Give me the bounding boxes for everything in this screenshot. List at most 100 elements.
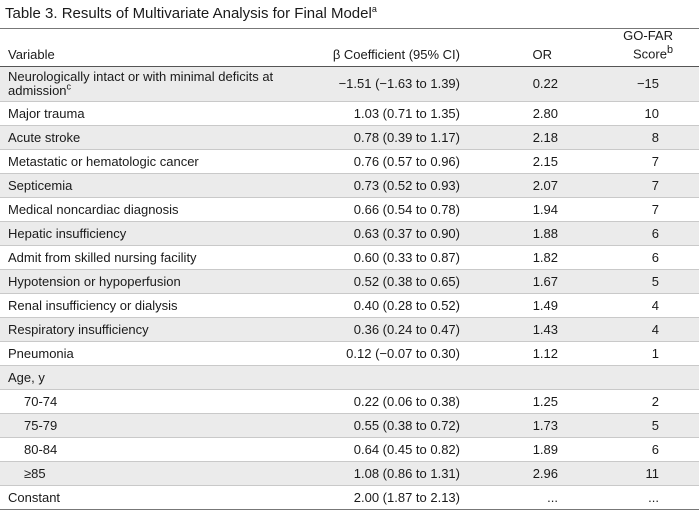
variable-label: Renal insufficiency or dialysis	[8, 297, 178, 313]
variable-label: 80-84	[24, 441, 58, 457]
variable-cell: 70-74	[0, 389, 320, 414]
table-row: Major trauma 1.03 (0.71 to 1.35) 2.80 10	[0, 101, 699, 126]
odds-ratio-cell: 1.49	[494, 293, 590, 318]
table-row: Acute stroke 0.78 (0.39 to 1.17) 2.18 8	[0, 125, 699, 150]
variable-cell: ≥85	[0, 461, 320, 486]
beta-coefficient-cell: 0.12 (−0.07 to 0.30)	[320, 341, 494, 366]
table-row: Medical noncardiac diagnosis 0.66 (0.54 t…	[0, 197, 699, 222]
header-score-line1: GO-FAR	[623, 28, 673, 44]
variable-cell: Respiratory insufficiency	[0, 317, 320, 342]
beta-coefficient-cell: 0.76 (0.57 to 0.96)	[320, 149, 494, 174]
beta-coefficient-cell: 0.52 (0.38 to 0.65)	[320, 269, 494, 294]
variable-label: Major trauma	[8, 105, 85, 121]
score-cell: 5	[590, 269, 699, 294]
beta-coefficient-cell: 0.73 (0.52 to 0.93)	[320, 173, 494, 198]
odds-ratio-cell: 1.88	[494, 221, 590, 246]
variable-label: 75-79	[24, 417, 58, 433]
score-cell: 6	[590, 245, 699, 270]
variable-label: Hepatic insufficiency	[8, 225, 127, 241]
variable-label: ≥85	[24, 465, 46, 481]
score-cell: 10	[590, 101, 699, 126]
beta-coefficient-cell: 1.08 (0.86 to 1.31)	[320, 461, 494, 486]
score-cell	[590, 365, 699, 390]
beta-coefficient-cell: 0.36 (0.24 to 0.47)	[320, 317, 494, 342]
beta-coefficient-cell: 2.00 (1.87 to 2.13)	[320, 485, 494, 510]
table-title-text: Table 3. Results of Multivariate Analysi…	[5, 5, 372, 22]
table-row: ≥85 1.08 (0.86 to 1.31) 2.96 11	[0, 461, 699, 486]
results-table: Variable β Coefficient (95% CI) OR GO-FA…	[0, 29, 699, 510]
table-row: 75-79 0.55 (0.38 to 0.72) 1.73 5	[0, 413, 699, 438]
beta-coefficient-cell: 0.22 (0.06 to 0.38)	[320, 389, 494, 414]
beta-coefficient-cell: 0.40 (0.28 to 0.52)	[320, 293, 494, 318]
odds-ratio-cell: 2.18	[494, 125, 590, 150]
variable-label: Admit from skilled nursing facility	[8, 249, 197, 265]
variable-label: Constant	[8, 489, 61, 505]
variable-label: 70-74	[24, 393, 58, 409]
score-cell: 1	[590, 341, 699, 366]
table-row: Admit from skilled nursing facility 0.60 …	[0, 245, 699, 270]
beta-coefficient-cell: −1.51 (−1.63 to 1.39)	[320, 66, 494, 102]
odds-ratio-cell: 1.89	[494, 437, 590, 462]
variable-cell: 80-84	[0, 437, 320, 462]
score-cell: 8	[590, 125, 699, 150]
odds-ratio-cell: 1.94	[494, 197, 590, 222]
variable-cell: Constant	[0, 485, 320, 510]
score-cell: 6	[590, 437, 699, 462]
beta-coefficient-cell: 0.66 (0.54 to 0.78)	[320, 197, 494, 222]
odds-ratio-cell: 1.82	[494, 245, 590, 270]
table-body: Neurologically intact or with minimal de…	[0, 66, 699, 510]
variable-cell: Neurologically intact or with minimal de…	[0, 66, 320, 102]
table-row: Septicemia 0.73 (0.52 to 0.93) 2.07 7	[0, 173, 699, 198]
odds-ratio-cell: 2.07	[494, 173, 590, 198]
table-row: Renal insufficiency or dialysis 0.40 (0.2…	[0, 293, 699, 318]
variable-label: Acute stroke	[8, 129, 81, 145]
odds-ratio-cell: 0.22	[494, 66, 590, 102]
header-row: Variable β Coefficient (95% CI) OR GO-FA…	[0, 28, 699, 67]
variable-cell: Acute stroke	[0, 125, 320, 150]
header-go-far-score: GO-FAR Scoreb	[590, 28, 699, 67]
table-row: 70-74 0.22 (0.06 to 0.38) 1.25 2	[0, 389, 699, 414]
odds-ratio-cell: ...	[494, 485, 590, 510]
variable-label: Age, y	[8, 369, 45, 385]
variable-cell: Renal insufficiency or dialysis	[0, 293, 320, 318]
variable-label: Medical noncardiac diagnosis	[8, 201, 179, 217]
beta-coefficient-cell: 0.64 (0.45 to 0.82)	[320, 437, 494, 462]
variable-cell: Hypotension or hypoperfusion	[0, 269, 320, 294]
odds-ratio-cell: 2.80	[494, 101, 590, 126]
odds-ratio-cell: 1.43	[494, 317, 590, 342]
variable-cell: Admit from skilled nursing facility	[0, 245, 320, 270]
score-cell: 5	[590, 413, 699, 438]
variable-cell: Age, y	[0, 365, 320, 390]
variable-cell: Septicemia	[0, 173, 320, 198]
variable-cell: Metastatic or hematologic cancer	[0, 149, 320, 174]
score-cell: 7	[590, 197, 699, 222]
variable-cell: Hepatic insufficiency	[0, 221, 320, 246]
score-cell: 7	[590, 173, 699, 198]
variable-label: Pneumonia	[8, 345, 74, 361]
score-cell: 11	[590, 461, 699, 486]
beta-coefficient-cell: 0.78 (0.39 to 1.17)	[320, 125, 494, 150]
variable-label: Neurologically intact or with minimal de…	[8, 68, 274, 98]
score-cell: 4	[590, 317, 699, 342]
beta-coefficient-cell: 0.60 (0.33 to 0.87)	[320, 245, 494, 270]
odds-ratio-cell: 1.25	[494, 389, 590, 414]
beta-coefficient-cell: 1.03 (0.71 to 1.35)	[320, 101, 494, 126]
table-row: Age, y	[0, 365, 699, 390]
table-row: Neurologically intact or with minimal de…	[0, 66, 699, 102]
score-cell: 2	[590, 389, 699, 414]
score-footnote-marker: b	[666, 44, 673, 57]
score-cell: 6	[590, 221, 699, 246]
variable-label: Hypotension or hypoperfusion	[8, 273, 181, 289]
odds-ratio-cell: 1.12	[494, 341, 590, 366]
odds-ratio-cell	[494, 365, 590, 390]
variable-label: Septicemia	[8, 177, 73, 193]
header-odds-ratio: OR	[494, 29, 590, 67]
score-cell: ...	[590, 485, 699, 510]
table-row: Metastatic or hematologic cancer 0.76 (0.…	[0, 149, 699, 174]
table-row: Hepatic insufficiency 0.63 (0.37 to 0.90)…	[0, 221, 699, 246]
table-row: Pneumonia 0.12 (−0.07 to 0.30) 1.12 1	[0, 341, 699, 366]
table-row: Respiratory insufficiency 0.36 (0.24 to 0…	[0, 317, 699, 342]
odds-ratio-cell: 2.15	[494, 149, 590, 174]
header-beta-coefficient: β Coefficient (95% CI)	[320, 29, 494, 67]
beta-coefficient-cell	[320, 365, 494, 390]
